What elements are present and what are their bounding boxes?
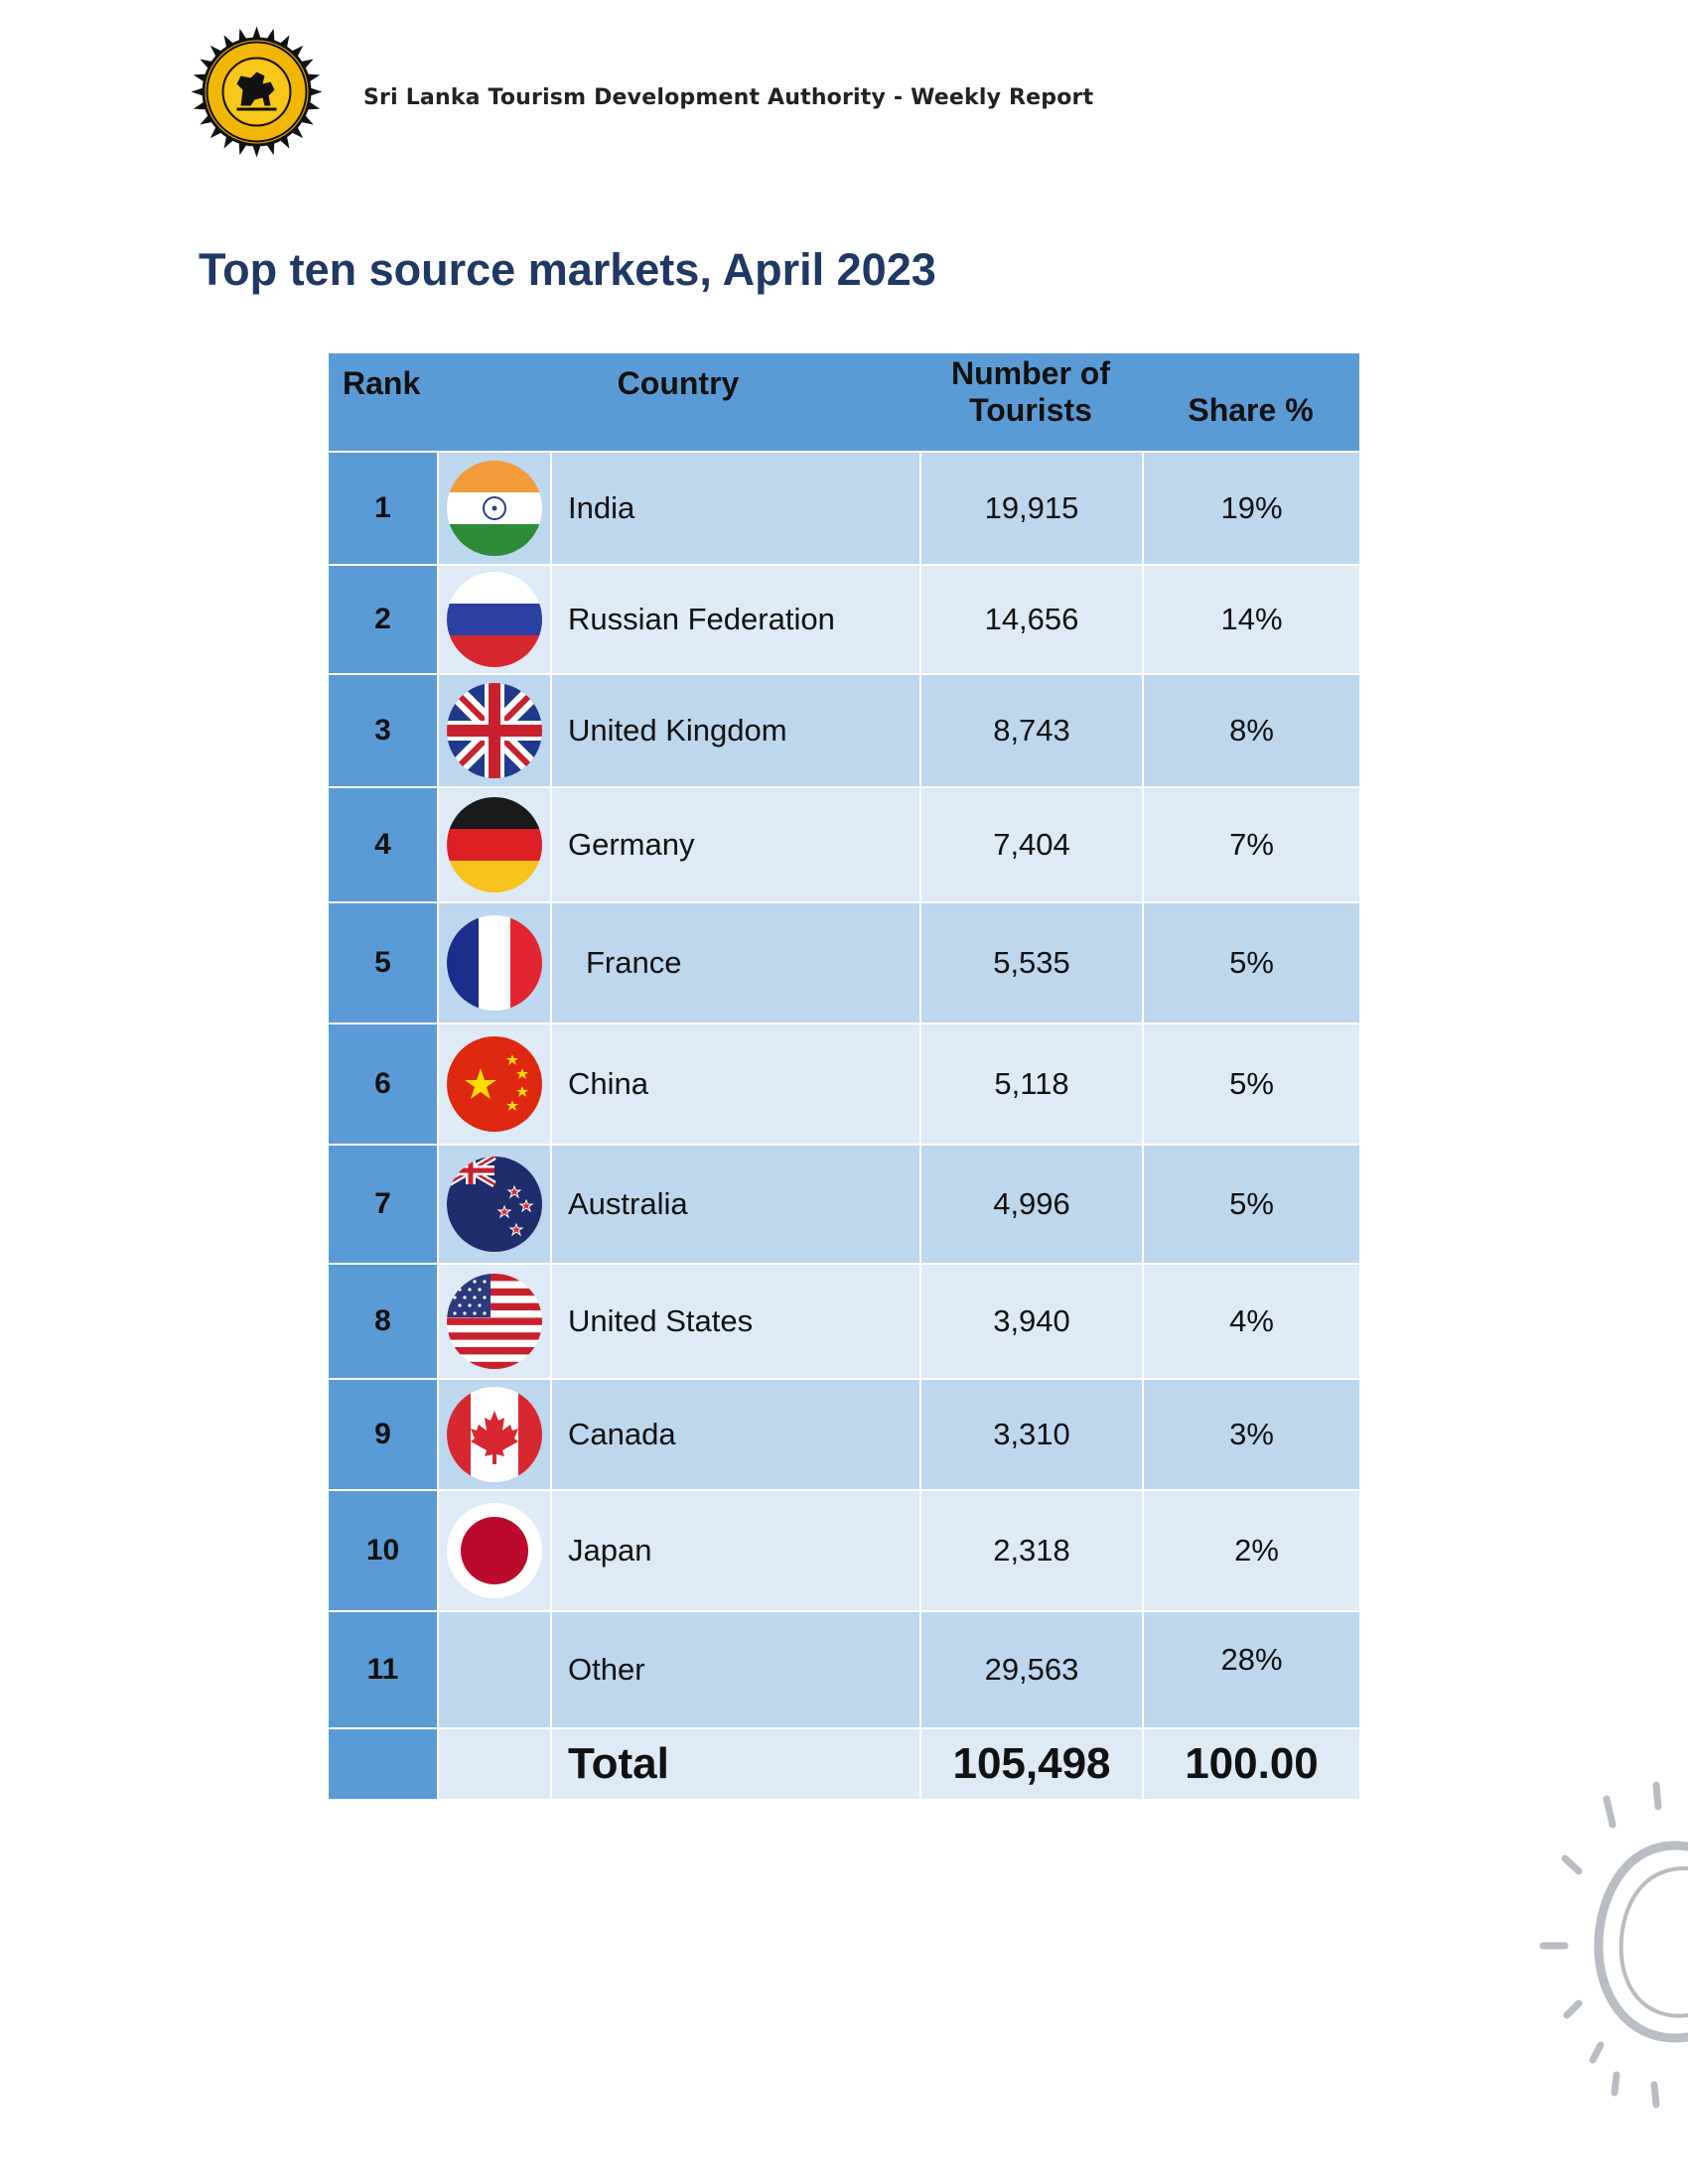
share-cell: 5% bbox=[1142, 903, 1359, 1023]
report-header: Sri Lanka Tourism Development Authority … bbox=[363, 85, 1094, 110]
table-row: 3 United Kingdom 8,743 8% bbox=[329, 675, 1359, 788]
country-cell: Japan bbox=[550, 1491, 919, 1610]
table-header-row: Rank Country Number of Tourists Share % bbox=[329, 353, 1359, 453]
flag-cell bbox=[437, 1265, 550, 1378]
rank-cell: 8 bbox=[329, 1265, 437, 1378]
share-cell: 14% bbox=[1142, 566, 1359, 673]
table-total-row: Total 105,498 100.00 bbox=[329, 1729, 1359, 1799]
country-cell: United States bbox=[550, 1265, 919, 1378]
country-cell: France bbox=[550, 903, 919, 1023]
table-row: 9 Canada 3,310 3% bbox=[329, 1380, 1359, 1491]
tourists-column-header: Number of Tourists bbox=[919, 353, 1142, 451]
flag-cell bbox=[437, 566, 550, 673]
share-cell: 5% bbox=[1142, 1146, 1359, 1263]
tourists-header-line1: Number of bbox=[951, 355, 1110, 391]
share-cell: 19% bbox=[1142, 453, 1359, 564]
tourists-cell: 7,404 bbox=[919, 788, 1142, 901]
rank-cell: 2 bbox=[329, 566, 437, 673]
country-cell: United Kingdom bbox=[550, 675, 919, 786]
rank-cell: 9 bbox=[329, 1380, 437, 1489]
share-cell: 2% bbox=[1142, 1491, 1359, 1610]
country-cell: India bbox=[550, 453, 919, 564]
rank-column-header: Rank bbox=[329, 353, 437, 451]
country-cell: Australia bbox=[550, 1146, 919, 1263]
country-cell: Russian Federation bbox=[550, 566, 919, 673]
rank-cell: 6 bbox=[329, 1024, 437, 1144]
total-tourists: 105,498 bbox=[919, 1729, 1142, 1799]
share-column-header: Share % bbox=[1142, 353, 1359, 451]
flag-cell bbox=[437, 1729, 550, 1799]
share-cell: 3% bbox=[1142, 1380, 1359, 1489]
tourists-cell: 3,310 bbox=[919, 1380, 1142, 1489]
rank-cell: 5 bbox=[329, 903, 437, 1023]
tourists-cell: 2,318 bbox=[919, 1491, 1142, 1610]
tourists-cell: 5,535 bbox=[919, 903, 1142, 1023]
country-cell: China bbox=[550, 1024, 919, 1144]
rank-cell: 11 bbox=[329, 1612, 437, 1727]
china-flag-icon bbox=[447, 1036, 542, 1132]
germany-flag-icon bbox=[447, 797, 542, 892]
flag-cell bbox=[437, 1491, 550, 1610]
rank-cell: 4 bbox=[329, 788, 437, 901]
rank-cell bbox=[329, 1729, 437, 1799]
tourists-cell: 5,118 bbox=[919, 1024, 1142, 1144]
flag-cell bbox=[437, 1380, 550, 1489]
russia-flag-icon bbox=[447, 572, 542, 667]
share-cell: 4% bbox=[1142, 1265, 1359, 1378]
share-cell: 5% bbox=[1142, 1024, 1359, 1144]
flag-cell bbox=[437, 788, 550, 901]
usa-flag-icon bbox=[447, 1274, 542, 1369]
table-row: 6 China 5,118 5% bbox=[329, 1024, 1359, 1146]
flag-cell bbox=[437, 1146, 550, 1263]
tourists-cell: 19,915 bbox=[919, 453, 1142, 564]
rank-cell: 3 bbox=[329, 675, 437, 786]
japan-flag-icon bbox=[447, 1503, 542, 1598]
france-flag-icon bbox=[447, 915, 542, 1011]
rank-cell: 10 bbox=[329, 1491, 437, 1610]
country-cell: Germany bbox=[550, 788, 919, 901]
total-share: 100.00 bbox=[1142, 1729, 1359, 1799]
flag-cell bbox=[437, 1612, 550, 1727]
country-cell: Canada bbox=[550, 1380, 919, 1489]
tourists-cell: 29,563 bbox=[919, 1612, 1142, 1727]
table-row: 8 United States 3,940 4% bbox=[329, 1265, 1359, 1380]
flag-cell bbox=[437, 453, 550, 564]
rank-cell: 1 bbox=[329, 453, 437, 564]
india-flag-icon bbox=[447, 461, 542, 556]
sltda-logo bbox=[191, 26, 323, 158]
tourists-cell: 14,656 bbox=[919, 566, 1142, 673]
table-row: 4 Germany 7,404 7% bbox=[329, 788, 1359, 903]
tourists-cell: 8,743 bbox=[919, 675, 1142, 786]
rank-cell: 7 bbox=[329, 1146, 437, 1263]
share-cell: 28% bbox=[1142, 1612, 1359, 1727]
sun-decoration-icon bbox=[1539, 1781, 1688, 2109]
new-zealand-flag-icon bbox=[447, 1157, 542, 1252]
table-row: 5 France 5,535 5% bbox=[329, 903, 1359, 1024]
share-cell: 7% bbox=[1142, 788, 1359, 901]
share-cell: 8% bbox=[1142, 675, 1359, 786]
tourists-cell: 3,940 bbox=[919, 1265, 1142, 1378]
country-cell: Other bbox=[550, 1612, 919, 1727]
flag-cell bbox=[437, 903, 550, 1023]
flag-cell bbox=[437, 675, 550, 786]
total-label: Total bbox=[550, 1729, 919, 1799]
tourists-cell: 4,996 bbox=[919, 1146, 1142, 1263]
table-row: 1 India 19,915 19% bbox=[329, 453, 1359, 566]
flag-cell bbox=[437, 1024, 550, 1144]
uk-flag-icon bbox=[447, 683, 542, 778]
country-column-header: Country bbox=[437, 353, 919, 451]
page-title: Top ten source markets, April 2023 bbox=[199, 244, 936, 295]
table-row: 7 Australia 4,996 5% bbox=[329, 1146, 1359, 1265]
table-row: 10 Japan 2,318 2% bbox=[329, 1491, 1359, 1612]
table-row: 2 Russian Federation 14,656 14% bbox=[329, 566, 1359, 675]
table-row: 11 Other 29,563 28% bbox=[329, 1612, 1359, 1729]
canada-flag-icon bbox=[447, 1387, 542, 1482]
tourists-header-line2: Tourists bbox=[969, 392, 1092, 428]
source-markets-table: Rank Country Number of Tourists Share % … bbox=[329, 353, 1359, 1799]
